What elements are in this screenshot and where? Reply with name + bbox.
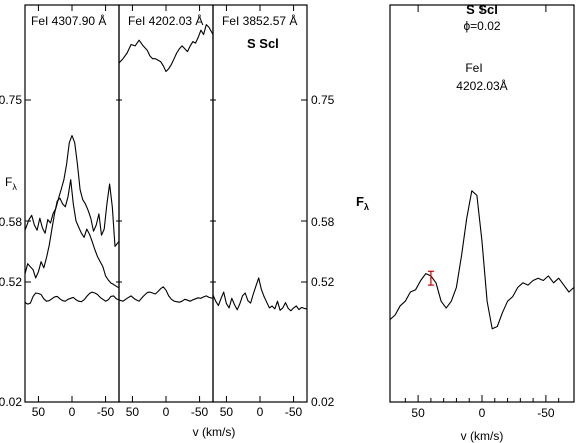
ytick-label-right-0: 0.75 bbox=[311, 93, 335, 107]
x-tick-label-p2-1: 0 bbox=[163, 405, 170, 419]
x-tick-label-p3-2: -50 bbox=[285, 405, 303, 419]
ytick-label-left-0: 0.75 bbox=[0, 93, 22, 107]
panel-2-title: FeI 4202.03 Å bbox=[128, 13, 203, 28]
right-x-tick-label-2: -50 bbox=[537, 406, 555, 420]
x-tick-label-p1-1: 0 bbox=[69, 405, 76, 419]
right-xlabel: v (km/s) bbox=[461, 429, 504, 443]
right-subtitle: ϕ=0.02 bbox=[463, 19, 500, 33]
right-spectrum-line-1 bbox=[389, 190, 575, 330]
x-tick-label-p1-2: -50 bbox=[97, 405, 115, 419]
panel-3-subtitle: S Scl bbox=[247, 36, 279, 51]
ytick-label-right-2: 0.52 bbox=[311, 275, 335, 289]
spectrum-line-p2-s1 bbox=[118, 24, 214, 73]
right-ylabel: Fλ bbox=[356, 194, 369, 212]
spectrum-line-p1-s1 bbox=[24, 135, 120, 247]
spectrum-line-p2-s2 bbox=[118, 286, 214, 303]
ytick-label-right-3: 0.02 bbox=[311, 395, 335, 409]
left-ylabel: Fλ bbox=[5, 175, 17, 192]
ytick-label-left-3: 0.02 bbox=[0, 395, 22, 409]
error-bar bbox=[427, 270, 434, 286]
right-x-ticks: 50 0 -50 bbox=[404, 5, 560, 420]
panel-2-frame bbox=[118, 4, 214, 403]
right-annotation-line1: FeI bbox=[465, 61, 482, 75]
left-x-ticks: 50 0 -50 50 0 -50 50 0 -50 bbox=[32, 5, 303, 419]
ytick-label-left-2: 0.52 bbox=[0, 275, 22, 289]
panel-1-title: FeI 4307.90 Å bbox=[31, 13, 106, 28]
spectrum-line-p1-s2 bbox=[24, 179, 120, 289]
right-spectrum-figure: S Scl ϕ=0.02 FeI 4202.03Å Fλ v (km/s) 50… bbox=[356, 2, 575, 443]
spectrum-line-p3-s1 bbox=[212, 277, 308, 312]
right-x-tick-label-1: 0 bbox=[479, 406, 486, 420]
ytick-label-right-1: 0.58 bbox=[311, 215, 335, 229]
x-tick-label-p1-0: 50 bbox=[32, 405, 46, 419]
x-tick-label-p2-0: 50 bbox=[126, 405, 140, 419]
panel-3-title: FeI 3852.57 Å bbox=[222, 13, 297, 28]
ytick-label-left-1: 0.58 bbox=[0, 215, 22, 229]
x-tick-label-p3-1: 0 bbox=[257, 405, 264, 419]
left-spectra-figure: FeI 4307.90 Å FeI 4202.03 Å FeI 3852.57 … bbox=[0, 4, 335, 439]
panel-1-frame bbox=[24, 4, 120, 403]
right-x-tick-label-0: 50 bbox=[411, 406, 425, 420]
right-annotation-line2: 4202.03Å bbox=[456, 78, 507, 93]
y-ticks bbox=[25, 99, 307, 283]
right-spectrum bbox=[389, 190, 575, 330]
left-spectra bbox=[24, 24, 308, 312]
x-tick-label-p3-0: 50 bbox=[220, 405, 234, 419]
spectrum-line-p1-s3 bbox=[24, 291, 120, 305]
left-xlabel: v (km/s) bbox=[193, 425, 236, 439]
x-tick-label-p2-2: -50 bbox=[191, 405, 209, 419]
panel-3-frame bbox=[212, 4, 308, 403]
